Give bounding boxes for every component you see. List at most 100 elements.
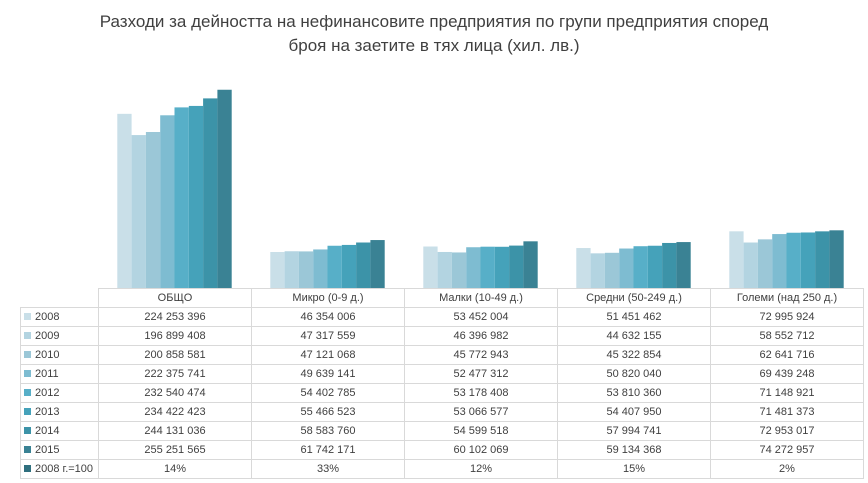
table-row: 2014 244 131 036 58 583 760 54 599 518 57 99… (20, 421, 864, 441)
bar-2013-cat1 (341, 244, 357, 288)
table-row: 2009 196 899 408 47 317 559 46 396 982 44 63… (20, 326, 864, 346)
data-cell: 53 810 360 (557, 383, 711, 403)
bar-2014-cat2 (509, 245, 524, 288)
data-cell: 244 131 036 (98, 421, 252, 441)
data-cell: 54 402 785 (251, 383, 405, 403)
table-row: 2011 222 375 741 49 639 141 52 477 312 50 82… (20, 364, 864, 384)
bar-2013-cat2 (494, 246, 510, 288)
data-cell: 61 742 171 (251, 440, 405, 460)
series-legend-label: 2008 г.=100 (20, 459, 99, 479)
table-row: 2010 200 858 581 47 121 068 45 772 943 45 32… (20, 345, 864, 365)
data-cell: 57 994 741 (557, 421, 711, 441)
table-row: 2015 255 251 565 61 742 171 60 102 069 59 13… (20, 440, 864, 460)
series-name: 2008 г.=100 (35, 463, 94, 475)
legend-swatch (24, 389, 31, 396)
series-name: 2010 (35, 349, 60, 361)
series-legend-label: 2014 (20, 421, 99, 441)
bar-2015-cat4 (829, 230, 844, 288)
bar-2008-cat2 (423, 246, 438, 288)
bar-2012-cat1 (327, 245, 342, 288)
series-name: 2013 (35, 406, 60, 418)
table-row: 2013 234 422 423 55 466 523 53 066 577 54 40… (20, 402, 864, 422)
data-cell: 15% (557, 459, 711, 479)
series-legend-label: 2010 (20, 345, 99, 365)
data-cell: 45 322 854 (557, 345, 711, 365)
data-cell: 33% (251, 459, 405, 479)
series-legend-label: 2008 (20, 307, 99, 327)
bar-2010-cat2 (451, 252, 467, 288)
bar-2014-cat4 (815, 231, 830, 288)
category-label: Средни (50-249 д.) (557, 288, 711, 308)
data-cell: 14% (98, 459, 252, 479)
bar-2010-cat1 (298, 251, 314, 288)
bar-2013-cat4 (800, 232, 816, 288)
legend-swatch (24, 446, 31, 453)
data-cell: 60 102 069 (404, 440, 558, 460)
data-cell: 45 772 943 (404, 345, 558, 365)
series-legend-label: 2011 (20, 364, 99, 384)
data-cell: 46 354 006 (251, 307, 405, 327)
series-legend-label: 2013 (20, 402, 99, 422)
data-cell: 55 466 523 (251, 402, 405, 422)
bar-2008-cat4 (729, 231, 744, 288)
bar-2015-cat2 (523, 241, 538, 288)
legend-swatch (24, 408, 31, 415)
data-cell: 232 540 474 (98, 383, 252, 403)
bar-2008-cat1 (270, 252, 285, 288)
data-cell: 255 251 565 (98, 440, 252, 460)
bar-2011-cat1 (313, 249, 328, 288)
bar-2013-cat0 (188, 105, 204, 289)
bar-2011-cat4 (772, 234, 787, 288)
data-cell: 54 599 518 (404, 421, 558, 441)
data-cell: 46 396 982 (404, 326, 558, 346)
bar-2015-cat1 (370, 240, 385, 288)
data-cell: 74 272 957 (710, 440, 864, 460)
series-name: 2015 (35, 444, 60, 456)
bar-2014-cat3 (662, 242, 677, 288)
bar-2012-cat4 (786, 232, 801, 288)
data-cell: 44 632 155 (557, 326, 711, 346)
data-cell: 2% (710, 459, 864, 479)
bar-2013-cat3 (647, 245, 663, 288)
bar-2014-cat0 (203, 98, 218, 288)
data-cell: 234 422 423 (98, 402, 252, 422)
data-cell: 51 451 462 (557, 307, 711, 327)
bar-2011-cat0 (160, 115, 175, 288)
data-cell: 52 477 312 (404, 364, 558, 384)
table-row: 2008 г.=100 14% 33% 12% 15% 2% (20, 459, 864, 479)
data-cell: 53 178 408 (404, 383, 558, 403)
bar-2010-cat4 (757, 239, 773, 288)
data-cell: 47 317 559 (251, 326, 405, 346)
table-row: 2008 224 253 396 46 354 006 53 452 004 51 45… (20, 307, 864, 327)
chart-title: Разходи за дейността на нефинансовите пр… (0, 10, 868, 58)
table-row: 2012 232 540 474 54 402 785 53 178 408 53 81… (20, 383, 864, 403)
data-cell: 59 134 368 (557, 440, 711, 460)
table-corner (20, 288, 99, 308)
data-table: ОБЩО Микро (0-9 д.) Малки (10-49 д.) Средни… (20, 288, 864, 479)
data-cell: 58 583 760 (251, 421, 405, 441)
bar-2011-cat2 (466, 247, 481, 288)
data-cell: 58 552 712 (710, 326, 864, 346)
series-legend-label: 2015 (20, 440, 99, 460)
legend-swatch (24, 351, 31, 358)
bar-2012-cat0 (174, 107, 189, 288)
bar-2009-cat4 (743, 242, 758, 288)
bar-2014-cat1 (356, 242, 371, 288)
series-name: 2011 (35, 368, 59, 380)
data-cell: 50 820 040 (557, 364, 711, 384)
bar-2010-cat3 (604, 252, 620, 288)
legend-swatch (24, 370, 31, 377)
category-label: ОБЩО (98, 288, 252, 308)
data-cell: 47 121 068 (251, 345, 405, 365)
data-cell: 71 481 373 (710, 402, 864, 422)
data-cell: 54 407 950 (557, 402, 711, 422)
legend-swatch (24, 313, 31, 320)
legend-swatch (24, 332, 31, 339)
bar-2009-cat3 (590, 253, 605, 288)
bar-2015-cat3 (676, 242, 691, 288)
bar-2012-cat2 (480, 246, 495, 288)
data-cell: 224 253 396 (98, 307, 252, 327)
data-cell: 200 858 581 (98, 345, 252, 365)
bar-2010-cat0 (145, 132, 161, 288)
bar-2008-cat0 (117, 113, 132, 288)
